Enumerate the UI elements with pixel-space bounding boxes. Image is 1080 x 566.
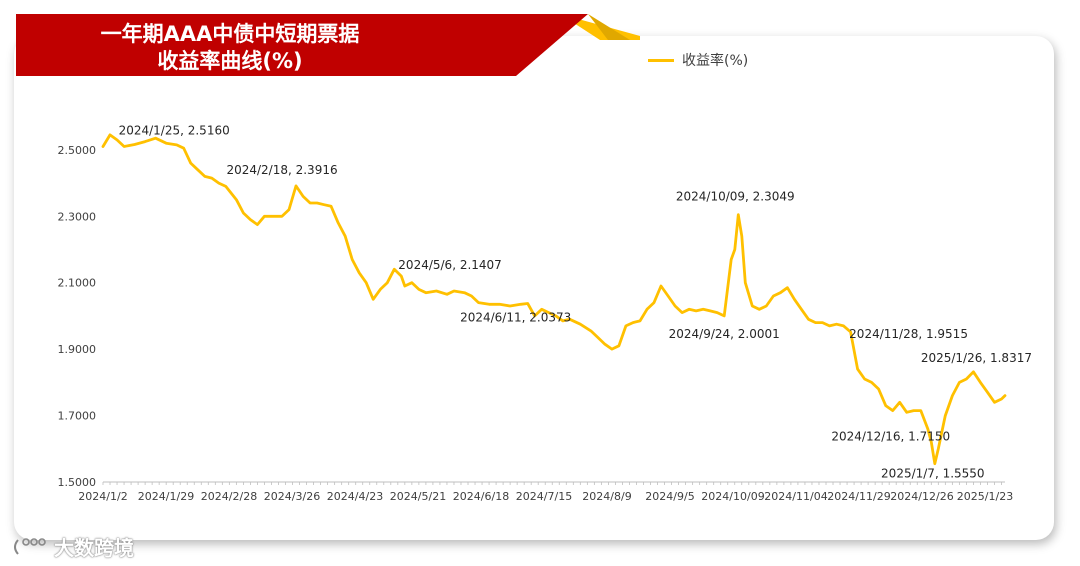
chart-title-line2: 收益率曲线(%) xyxy=(157,49,303,73)
x-tick-label: 2024/10/09 xyxy=(701,490,764,503)
x-tick-label: 2024/1/2 xyxy=(78,490,127,503)
y-tick-label: 2.3000 xyxy=(58,210,97,223)
x-tick-label: 2024/12/26 xyxy=(890,490,953,503)
data-label: 2024/11/28, 1.9515 xyxy=(849,327,968,341)
data-label: 2025/1/26, 1.8317 xyxy=(921,351,1032,365)
x-tick-label: 2024/1/29 xyxy=(138,490,194,503)
x-tick-label: 2024/9/5 xyxy=(645,490,694,503)
data-label: 2024/9/24, 2.0001 xyxy=(669,327,780,341)
watermark-logo-icon xyxy=(14,537,46,555)
data-label: 2024/5/6, 2.1407 xyxy=(398,258,502,272)
chart-title-line1: 一年期AAA中债中短期票据 xyxy=(100,22,360,46)
title-banner xyxy=(16,14,640,76)
data-label: 2024/2/18, 2.3916 xyxy=(226,163,337,177)
watermark-text: 大数跨境 xyxy=(54,536,134,560)
y-tick-label: 2.5000 xyxy=(58,144,97,157)
x-tick-label: 2024/11/29 xyxy=(827,490,890,503)
data-label: 2024/6/11, 2.0373 xyxy=(460,311,571,325)
legend-label: 收益率(%) xyxy=(682,53,749,69)
legend: 收益率(%) xyxy=(648,50,748,70)
x-tick-label: 2024/2/28 xyxy=(201,490,257,503)
x-tick-label: 2024/4/23 xyxy=(327,490,383,503)
x-tick-label: 2024/11/04 xyxy=(764,490,827,503)
data-label: 2024/10/09, 2.3049 xyxy=(676,190,795,204)
x-tick-label: 2024/3/26 xyxy=(264,490,320,503)
data-label: 2025/1/7, 1.5550 xyxy=(881,467,985,481)
y-tick-label: 1.5000 xyxy=(58,476,97,489)
x-tick-label: 2024/8/9 xyxy=(582,490,631,503)
data-label: 2024/1/25, 2.5160 xyxy=(119,124,230,138)
x-tick-label: 2024/6/18 xyxy=(453,490,509,503)
banner-gold-shade xyxy=(588,14,630,40)
y-tick-label: 2.1000 xyxy=(58,277,97,290)
x-tick-label: 2024/5/21 xyxy=(390,490,446,503)
y-tick-label: 1.7000 xyxy=(58,410,97,423)
watermark: 大数跨境 xyxy=(10,532,134,561)
chart-card xyxy=(14,36,1054,540)
legend-swatch xyxy=(648,58,674,62)
x-tick-label: 2024/7/15 xyxy=(516,490,572,503)
data-label: 2024/12/16, 1.7150 xyxy=(831,430,950,444)
banner-red-shape xyxy=(16,14,588,76)
y-tick-label: 1.9000 xyxy=(58,343,97,356)
x-tick-label: 2025/1/23 xyxy=(957,490,1013,503)
series-line-yield xyxy=(101,133,1007,466)
